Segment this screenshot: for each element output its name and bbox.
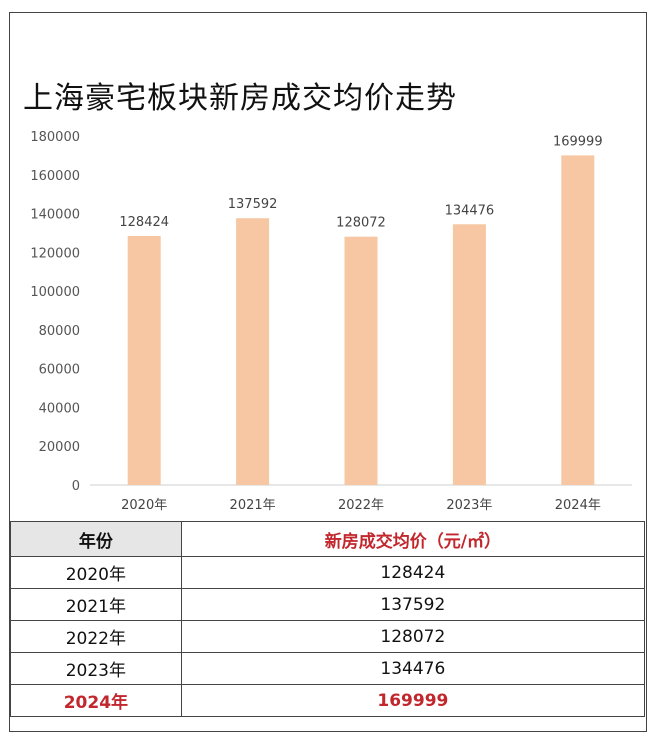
header-year: 年份 bbox=[10, 521, 182, 557]
cell-price: 134476 bbox=[180, 652, 646, 685]
x-tick-label: 2021年 bbox=[230, 498, 276, 513]
bar bbox=[344, 236, 378, 485]
cell-year: 2023年 bbox=[10, 652, 182, 685]
cell-price: 128424 bbox=[180, 556, 646, 589]
data-label: 128424 bbox=[119, 215, 169, 230]
y-tick-label: 80000 bbox=[39, 324, 80, 339]
cell-year: 2021年 bbox=[10, 588, 182, 621]
bar bbox=[236, 218, 270, 485]
cell-price: 169999 bbox=[180, 684, 646, 717]
x-tick-label: 2020年 bbox=[121, 498, 167, 513]
cell-price: 128072 bbox=[180, 620, 646, 653]
cell-year: 2022年 bbox=[10, 620, 182, 653]
y-tick-label: 160000 bbox=[30, 169, 80, 184]
bar bbox=[561, 155, 595, 486]
table-row: 2021年 137592 bbox=[10, 588, 646, 621]
y-tick-label: 60000 bbox=[39, 363, 80, 378]
x-axis: 2020年 2021年 2022年 2023年 2024年 bbox=[121, 498, 601, 513]
header-price: 新房成交均价（元/㎡） bbox=[180, 521, 646, 557]
cell-year: 2020年 bbox=[10, 556, 182, 589]
table-row: 2020年 128424 bbox=[10, 556, 646, 589]
cell-year: 2024年 bbox=[10, 684, 182, 717]
bar bbox=[452, 224, 486, 485]
y-tick-label: 120000 bbox=[30, 246, 80, 261]
table-row: 2023年 134476 bbox=[10, 652, 646, 685]
y-tick-label: 140000 bbox=[30, 208, 80, 223]
x-tick-label: 2023年 bbox=[446, 498, 492, 513]
y-tick-label: 40000 bbox=[39, 401, 80, 416]
table-row: 2022年 128072 bbox=[10, 620, 646, 653]
bar-chart: 0 20000 40000 60000 80000 100000 120000 140000 1… bbox=[30, 130, 632, 513]
data-label: 137592 bbox=[228, 197, 278, 212]
table-header-row: 年份 新房成交均价（元/㎡） bbox=[10, 521, 646, 557]
y-tick-label: 20000 bbox=[39, 440, 80, 455]
data-label: 169999 bbox=[553, 134, 603, 149]
y-axis: 0 20000 40000 60000 80000 100000 120000 140000 1… bbox=[30, 130, 80, 494]
chart-frame: 上海豪宅板块新房成交均价走势 0 20000 40000 60000 80000 1000… bbox=[9, 12, 647, 732]
y-tick-label: 0 bbox=[72, 479, 80, 494]
table-row-highlight: 2024年 169999 bbox=[10, 684, 646, 717]
data-label: 128072 bbox=[336, 216, 386, 231]
cell-price: 137592 bbox=[180, 588, 646, 621]
data-label: 134476 bbox=[445, 203, 495, 218]
price-table: 年份 新房成交均价（元/㎡） 2020年 128424 2021年 137592… bbox=[10, 521, 646, 717]
chart-title: 上海豪宅板块新房成交均价走势 bbox=[23, 81, 457, 116]
bars: 128424 137592 128072 134476 169999 bbox=[119, 134, 603, 486]
y-tick-label: 180000 bbox=[30, 130, 80, 145]
x-tick-label: 2024年 bbox=[555, 498, 601, 513]
y-tick-label: 100000 bbox=[30, 285, 80, 300]
bar bbox=[127, 236, 161, 485]
x-tick-label: 2022年 bbox=[338, 498, 384, 513]
